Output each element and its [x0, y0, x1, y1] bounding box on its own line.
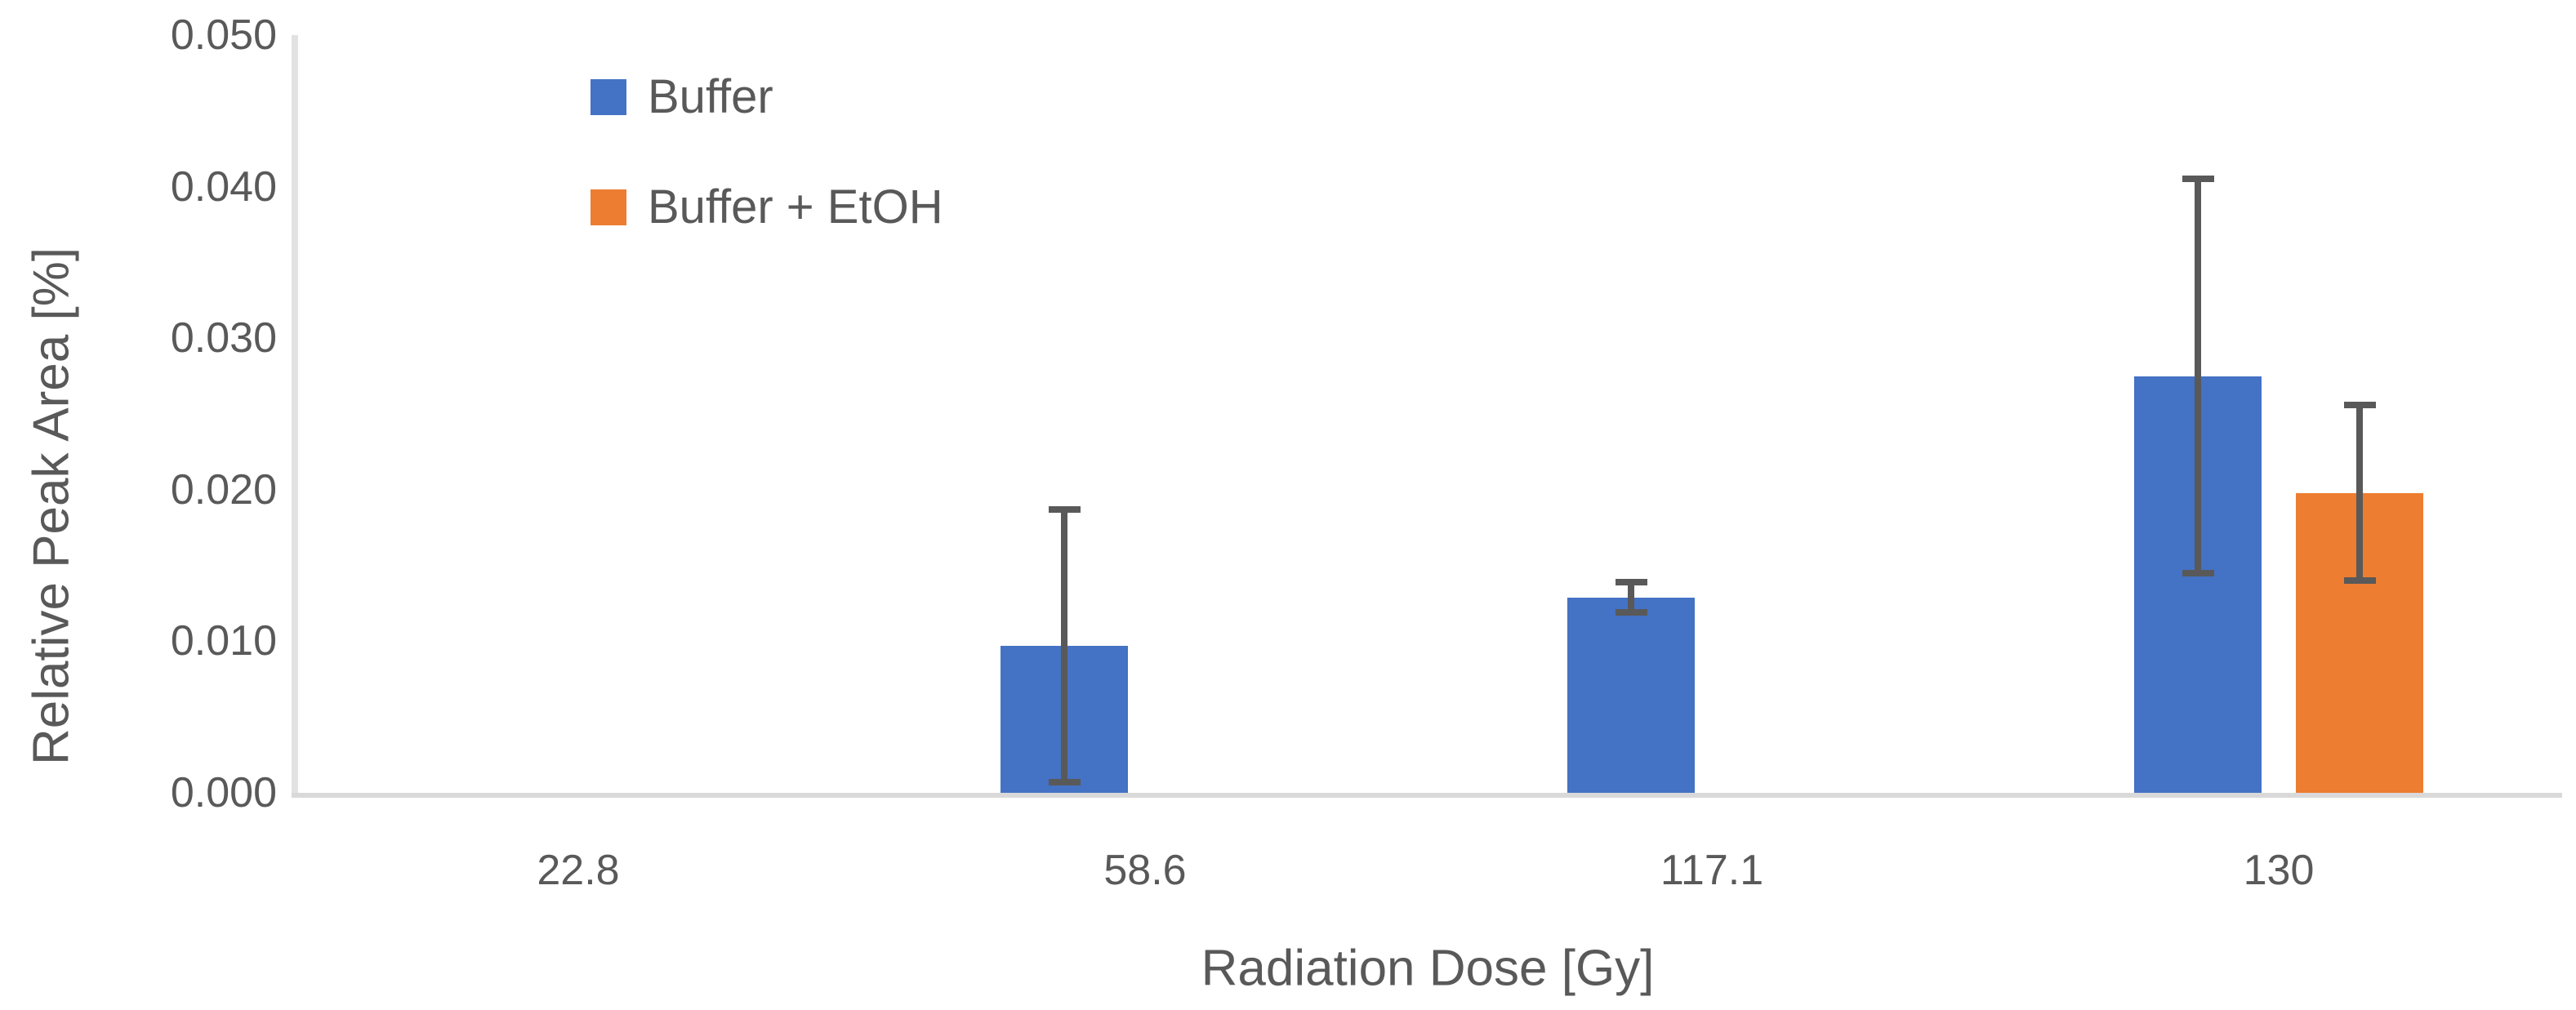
legend-swatch-buffer [591, 78, 626, 115]
y-axis-line [292, 35, 298, 798]
x-tick-label-22.8: 22.8 [537, 847, 620, 894]
y-tick-label-0.010: 0.010 [170, 617, 277, 665]
error-bar-buffer-117.1-line [1628, 582, 1634, 613]
y-tick-label-0.040: 0.040 [170, 162, 277, 211]
legend-label-buffer-etoh: Buffer + EtOH [648, 180, 943, 234]
legend-swatch-buffer-etoh [591, 189, 626, 225]
y-tick-label-0.050: 0.050 [170, 11, 277, 59]
error-bar-buffer-117.1-cap-bottom [1615, 609, 1647, 616]
error-bar-buffer-130-cap-bottom [2182, 569, 2214, 576]
y-axis-title: Relative Peak Area [%] [23, 247, 80, 766]
error-bar-buffer-130-line [2195, 179, 2201, 573]
error-bar-buffer-58.6-cap-top [1048, 505, 1081, 513]
legend: Buffer Buffer + EtOH [591, 69, 943, 234]
legend-item-buffer-etoh: Buffer + EtOH [591, 180, 943, 234]
bar-buffer-117.1 [1567, 597, 1695, 793]
y-tick-label-0.030: 0.030 [170, 314, 277, 363]
error-bar-buffer-etoh-130-line [2356, 404, 2363, 581]
error-bar-buffer-etoh-130-cap-bottom [2343, 577, 2376, 585]
x-axis-title: Radiation Dose [Gy] [1201, 940, 1655, 997]
error-bar-buffer-58.6-line [1061, 509, 1067, 782]
error-bar-buffer-58.6-cap-bottom [1048, 779, 1081, 785]
x-tick-label-58.6: 58.6 [1103, 847, 1187, 894]
legend-item-buffer: Buffer [591, 69, 943, 124]
x-tick-label-117.1: 117.1 [1660, 847, 1764, 894]
y-tick-label-0.000: 0.000 [170, 769, 277, 816]
x-axis-line [292, 793, 2562, 798]
y-tick-label-0.020: 0.020 [170, 465, 277, 514]
error-bar-buffer-etoh-130-cap-top [2343, 401, 2376, 408]
error-bar-buffer-130-cap-top [2182, 176, 2214, 183]
error-bar-buffer-117.1-cap-top [1615, 579, 1647, 586]
x-tick-label-130: 130 [2243, 847, 2315, 894]
legend-label-buffer: Buffer [648, 70, 773, 123]
